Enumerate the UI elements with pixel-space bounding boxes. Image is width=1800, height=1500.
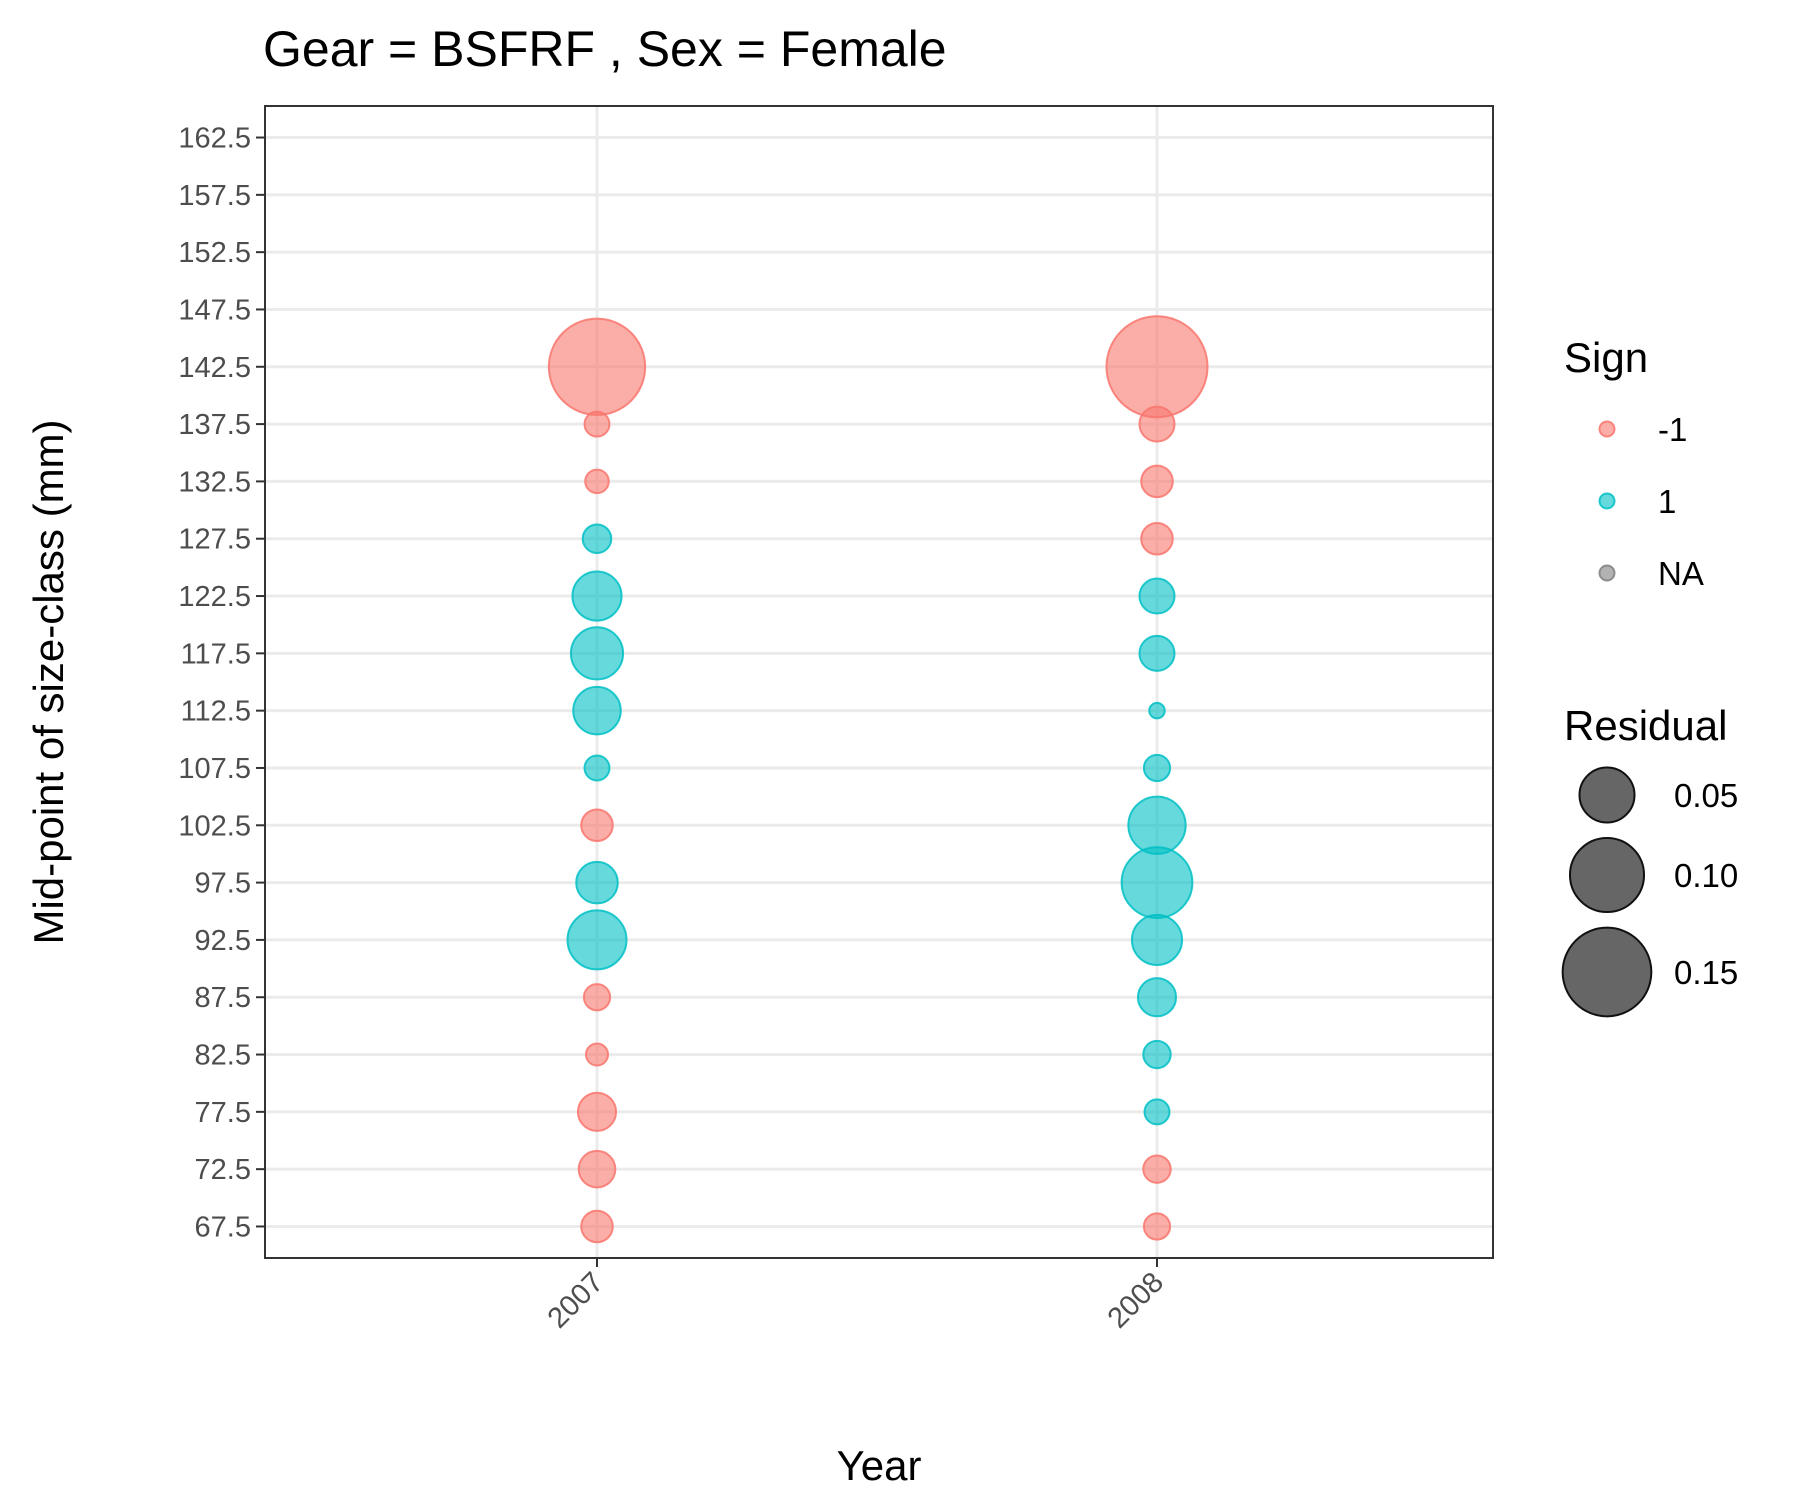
data-point — [1142, 1154, 1172, 1184]
data-point — [1138, 577, 1176, 615]
y-tick-label: 112.5 — [181, 696, 251, 728]
residual-legend-title: Residual — [1564, 702, 1727, 749]
y-tick-label: 127.5 — [178, 524, 251, 556]
data-point — [1142, 1212, 1172, 1241]
residual-legend-label: 0.15 — [1674, 954, 1738, 991]
residual-legend-key — [1578, 766, 1636, 824]
sign-legend-title: Sign — [1564, 334, 1648, 381]
sign-legend-label: -1 — [1658, 411, 1687, 448]
y-tick-label: 77.5 — [195, 1097, 251, 1129]
y-tick-label: 162.5 — [178, 123, 251, 155]
data-point — [572, 685, 622, 736]
data-point — [583, 754, 611, 782]
sign-legend-key — [1598, 492, 1616, 510]
sign-legend-label: 1 — [1658, 483, 1676, 520]
plot-border — [264, 105, 1494, 1259]
y-tick-label: 132.5 — [178, 466, 251, 498]
residual-legend-label: 0.05 — [1674, 777, 1738, 814]
data-point — [1120, 846, 1194, 919]
data-point — [1142, 753, 1172, 783]
data-point — [577, 1149, 617, 1189]
residual-legend-key — [1568, 836, 1646, 914]
y-tick-label: 137.5 — [178, 409, 251, 441]
x-axis-title: Year — [837, 1442, 922, 1489]
sign-legend-key — [1598, 420, 1616, 438]
legend: Sign -1 1 NA Residual 0.05 0.10 0.15 — [1561, 334, 1738, 1018]
data-point — [1127, 795, 1187, 855]
data-point — [1130, 913, 1184, 966]
data-point — [1140, 464, 1174, 499]
data-points — [547, 315, 1209, 1244]
x-tick-label: 2008 — [1102, 1266, 1170, 1334]
x-tick-label: 2007 — [542, 1266, 610, 1334]
data-point — [581, 523, 613, 554]
y-tick-label: 122.5 — [178, 581, 251, 613]
y-tick-label: 142.5 — [178, 352, 251, 384]
y-tick-label: 67.5 — [195, 1211, 251, 1243]
y-axis-title: Mid-point of size-class (mm) — [25, 419, 72, 944]
data-point — [584, 1042, 610, 1067]
data-point — [575, 860, 619, 905]
sign-legend-items: -1 1 NA — [1598, 411, 1704, 592]
y-tick-label: 72.5 — [195, 1154, 251, 1186]
y-tick-label: 152.5 — [178, 237, 251, 269]
plot-panel — [264, 105, 1494, 1259]
y-tick-label: 82.5 — [195, 1040, 251, 1072]
data-point — [1138, 634, 1176, 672]
data-point — [569, 626, 625, 681]
data-point — [547, 317, 647, 416]
data-point — [571, 570, 623, 622]
data-point — [1143, 1098, 1171, 1126]
y-tick-label: 97.5 — [195, 868, 251, 900]
data-point — [1140, 521, 1174, 556]
plot-background — [265, 106, 1493, 1258]
y-tick-label: 117.5 — [181, 638, 251, 670]
residual-legend-label: 0.10 — [1674, 857, 1738, 894]
y-tick-label: 147.5 — [178, 294, 251, 326]
x-axis: 2007 2008 — [542, 1258, 1170, 1335]
y-tick-label: 92.5 — [195, 925, 251, 957]
y-axis: 67.5 72.5 77.5 82.5 87.5 92.5 97.5 102.5 107.5 11… — [178, 123, 265, 1243]
residual-legend-items: 0.05 0.10 0.15 — [1561, 766, 1738, 1018]
data-point — [1105, 315, 1209, 419]
data-point — [580, 1209, 614, 1244]
data-point — [1142, 1039, 1172, 1070]
data-point — [576, 1091, 618, 1132]
data-point — [584, 468, 610, 495]
data-point — [582, 983, 612, 1012]
sign-legend-label: NA — [1658, 555, 1704, 592]
y-tick-label: 107.5 — [178, 753, 251, 785]
chart-title: Gear = BSFRF , Sex = Female — [263, 21, 947, 77]
residual-legend-key — [1561, 926, 1653, 1018]
data-point — [566, 909, 628, 971]
sign-legend-key — [1598, 564, 1616, 582]
data-point — [580, 808, 614, 843]
data-point — [1148, 701, 1166, 720]
y-tick-label: 157.5 — [178, 180, 251, 212]
data-point — [1136, 977, 1178, 1018]
y-tick-label: 102.5 — [178, 810, 251, 842]
y-tick-label: 87.5 — [195, 982, 251, 1014]
